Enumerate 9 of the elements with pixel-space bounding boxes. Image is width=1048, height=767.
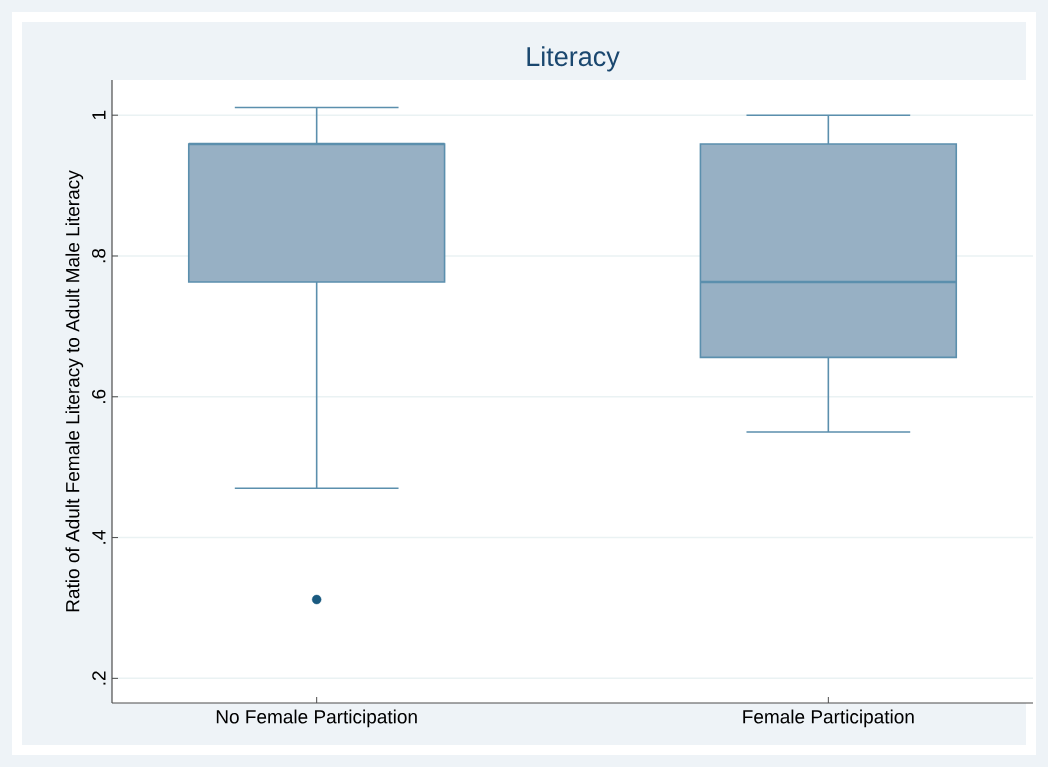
x-tick-label: No Female Participation [216,709,417,728]
y-tick-label: .2 [92,671,106,685]
x-tick-label: Female Participation [743,709,914,728]
y-tick-label: .6 [92,389,106,403]
y-axis-title: Ratio of Adult Female Literacy to Adult Male Literacy [65,170,84,612]
chart-title: Literacy [527,46,620,72]
y-tick-label: .4 [92,530,106,544]
y-tick-label: .8 [92,248,106,263]
y-tick-label: 1 [92,110,106,120]
